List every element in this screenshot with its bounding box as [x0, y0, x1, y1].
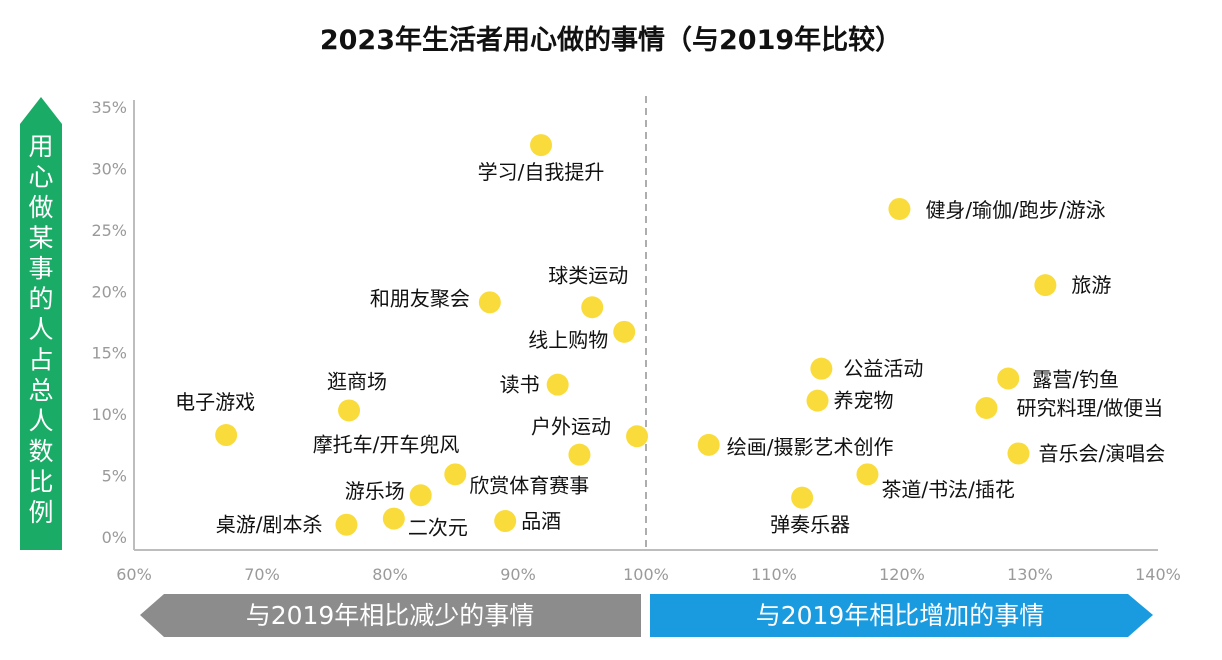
data-point — [478, 291, 501, 314]
x-tick-label: 140% — [1135, 565, 1181, 584]
data-point — [215, 424, 238, 447]
data-point — [975, 397, 998, 419]
data-point — [888, 197, 911, 220]
data-point — [409, 484, 432, 507]
data-point-label: 摩托车/开车兜风 — [313, 433, 460, 457]
data-point — [856, 463, 879, 486]
data-point-label: 二次元 — [408, 516, 468, 540]
data-point — [626, 425, 649, 448]
data-point-label: 桌游/剧本杀 — [216, 513, 323, 537]
data-point-label: 露营/钓鱼 — [1032, 368, 1119, 392]
data-point-label: 茶道/书法/插花 — [881, 477, 1014, 501]
y-tick-label: 30% — [91, 159, 127, 178]
data-point-label: 球类运动 — [548, 263, 628, 287]
data-point — [444, 463, 467, 486]
data-point — [568, 443, 591, 466]
y-axis-label: 用心做某事的人占总人数比例 — [20, 97, 62, 550]
chart-title: 2023年生活者用心做的事情（与2019年比较） — [319, 25, 903, 56]
x-tick-label: 80% — [372, 565, 408, 584]
data-point — [335, 513, 358, 536]
decrease-banner — [140, 594, 641, 637]
data-point-label: 旅游 — [1071, 273, 1111, 297]
data-point — [546, 373, 569, 396]
data-point — [382, 507, 405, 530]
data-point-label: 养宠物 — [834, 389, 894, 413]
data-point-label: 游乐场 — [345, 479, 405, 503]
decrease-banner-text: 与2019年相比减少的事情 — [246, 601, 535, 630]
data-point-label: 电子游戏 — [175, 390, 255, 414]
data-point-label: 健身/瑜伽/跑步/游泳 — [925, 198, 1105, 222]
x-tick-label: 60% — [116, 565, 152, 584]
data-point — [581, 296, 604, 319]
data-point-label: 逛商场 — [327, 369, 387, 393]
data-point — [530, 134, 553, 157]
data-point-label: 读书 — [500, 373, 540, 397]
data-point-label: 户外运动 — [531, 414, 611, 438]
increase-banner-text: 与2019年相比增加的事情 — [756, 601, 1045, 630]
y-tick-label: 10% — [91, 405, 127, 424]
data-point — [613, 320, 636, 343]
x-tick-label: 110% — [751, 565, 797, 584]
data-point-label: 品酒 — [521, 509, 561, 533]
data-point — [338, 399, 361, 422]
data-point — [1034, 274, 1057, 297]
data-point — [1007, 442, 1030, 465]
y-tick-label: 20% — [91, 282, 127, 301]
x-tick-label: 130% — [1007, 565, 1053, 584]
data-point-label: 学习/自我提升 — [478, 160, 605, 184]
y-tick-label: 25% — [91, 221, 127, 240]
direction-banners: 与2019年相比减少的事情 与2019年相比增加的事情 — [140, 594, 1153, 637]
y-tick-label: 0% — [102, 528, 127, 547]
increase-banner — [650, 594, 1153, 637]
data-point-label: 公益活动 — [843, 357, 923, 381]
y-tick-label: 5% — [102, 467, 127, 486]
axes — [133, 96, 1158, 551]
data-point-label: 弹奏乐器 — [770, 513, 850, 537]
data-point-label: 音乐会/演唱会 — [1038, 441, 1165, 465]
data-point — [806, 389, 829, 412]
data-point-label: 和朋友聚会 — [370, 286, 470, 310]
y-tick-label: 15% — [91, 344, 127, 363]
x-tick-label: 90% — [500, 565, 536, 584]
data-point-label: 绘画/摄影艺术创作 — [727, 435, 894, 459]
axis-ticks: 0% 5% 10% 15% 20% 25% 30% 35% 60% 70% 80% 90% 100% 11… — [91, 98, 1180, 584]
y-axis-label-text: 用心做某事的人占总人数比例 — [28, 132, 53, 527]
data-point — [494, 510, 517, 533]
data-point — [697, 433, 720, 456]
x-tick-label: 70% — [244, 565, 280, 584]
data-point — [810, 357, 833, 380]
data-point-label: 研究料理/做便当 — [1016, 396, 1163, 420]
data-point — [997, 367, 1020, 390]
data-point-label: 线上购物 — [528, 328, 608, 352]
y-tick-label: 35% — [91, 98, 127, 117]
x-tick-label: 120% — [879, 565, 925, 584]
data-point-label: 欣赏体育赛事 — [469, 473, 589, 497]
y-axis-label-arrow — [20, 97, 62, 550]
x-tick-label: 100% — [623, 565, 669, 584]
data-point — [791, 486, 814, 509]
